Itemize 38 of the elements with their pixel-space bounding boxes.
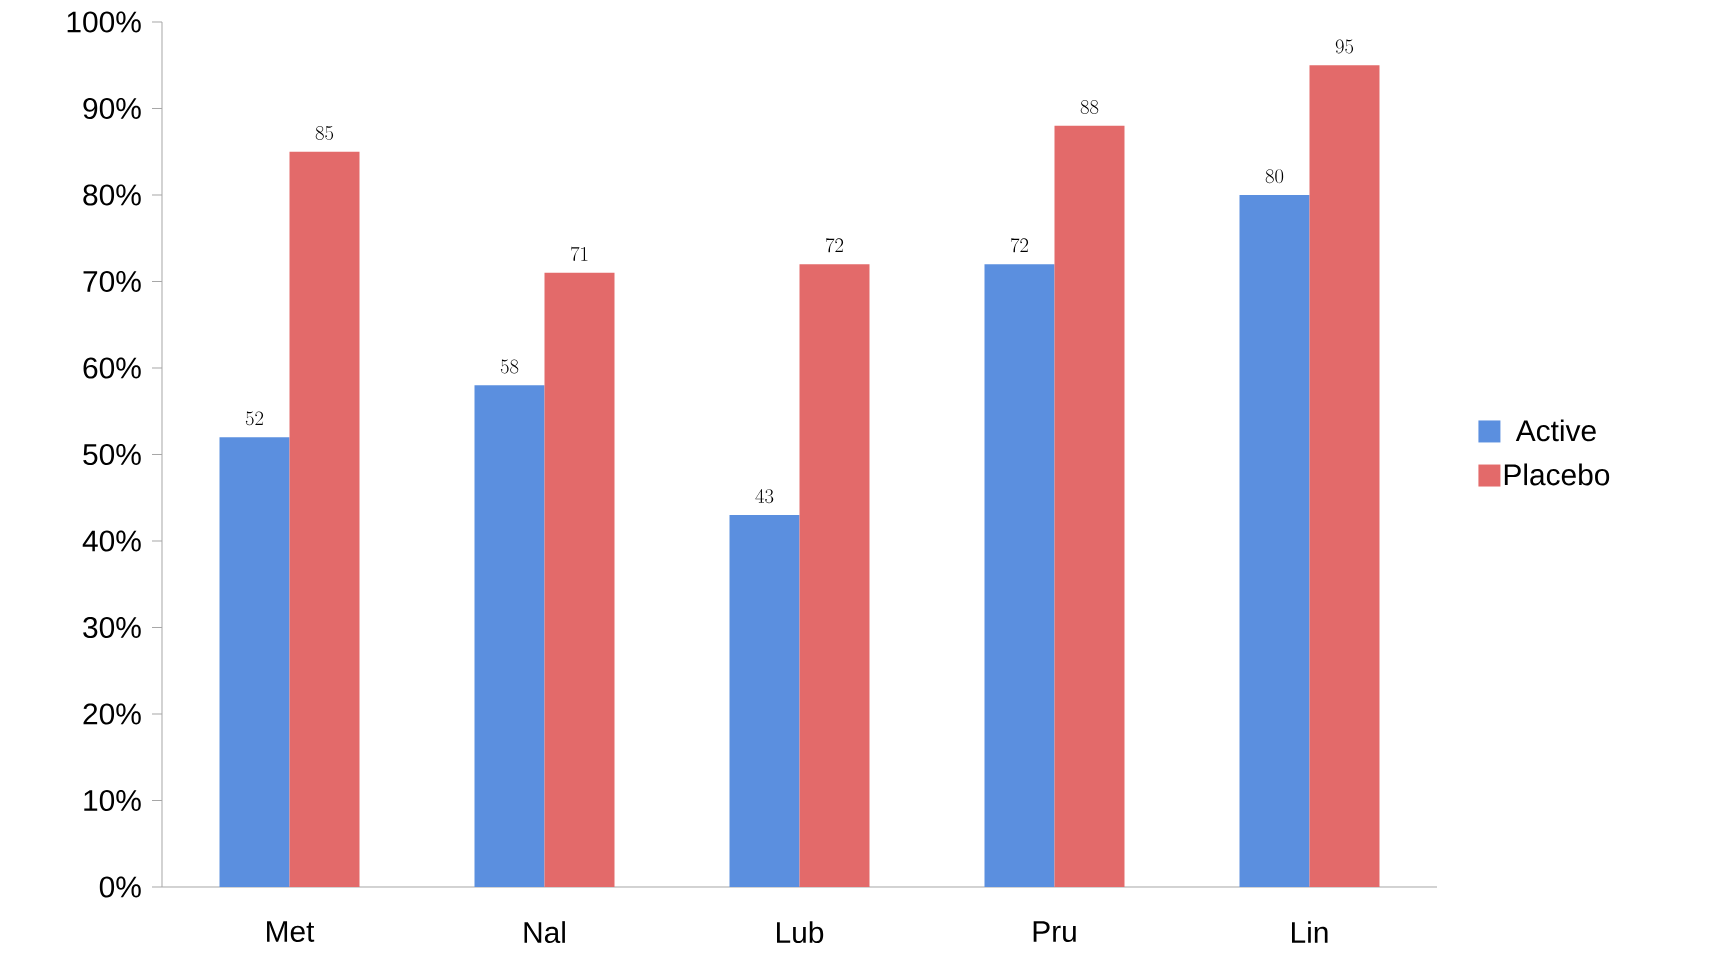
y-tick-label: 30% (83, 616, 141, 639)
y-tick-label: 20% (83, 703, 141, 725)
data-label: 85 (315, 125, 334, 140)
x-tick-label: Lub (777, 921, 824, 944)
bar (799, 264, 870, 887)
bar (474, 385, 545, 887)
bar (1239, 194, 1310, 887)
x-tick-label: Lin (1292, 921, 1328, 943)
x-tick-label: Pru (1033, 921, 1076, 943)
bar (984, 264, 1055, 887)
y-tick-label: 40% (82, 530, 141, 552)
y-tick-label: 60% (83, 357, 141, 379)
data-label: 95 (1335, 39, 1354, 54)
bar (729, 515, 800, 887)
data-label: 72 (1010, 238, 1029, 253)
bar (219, 437, 290, 887)
bar (1054, 125, 1125, 887)
x-tick-label: Met (267, 921, 315, 943)
data-label: 43 (755, 489, 774, 504)
bar (1309, 65, 1380, 887)
bar (544, 272, 615, 887)
y-tick-label: 80% (83, 184, 141, 206)
y-tick-label: 0% (99, 876, 141, 898)
data-label: 52 (245, 411, 264, 426)
x-tick-label: Nal (524, 921, 565, 944)
legend-label: Active (1515, 419, 1596, 442)
y-tick-label: 70% (83, 270, 141, 293)
data-label: 80 (1265, 169, 1284, 184)
data-label: 58 (500, 359, 519, 374)
y-tick-label: 100% (67, 11, 141, 33)
data-label: 88 (1080, 99, 1099, 114)
data-label: 72 (825, 238, 844, 253)
legend-label: Placebo (1504, 463, 1610, 486)
y-tick-label: 50% (83, 443, 141, 466)
y-tick-label: 10% (84, 789, 141, 812)
y-tick-label: 90% (83, 97, 141, 120)
bar (289, 151, 360, 887)
data-label: 71 (570, 246, 588, 262)
